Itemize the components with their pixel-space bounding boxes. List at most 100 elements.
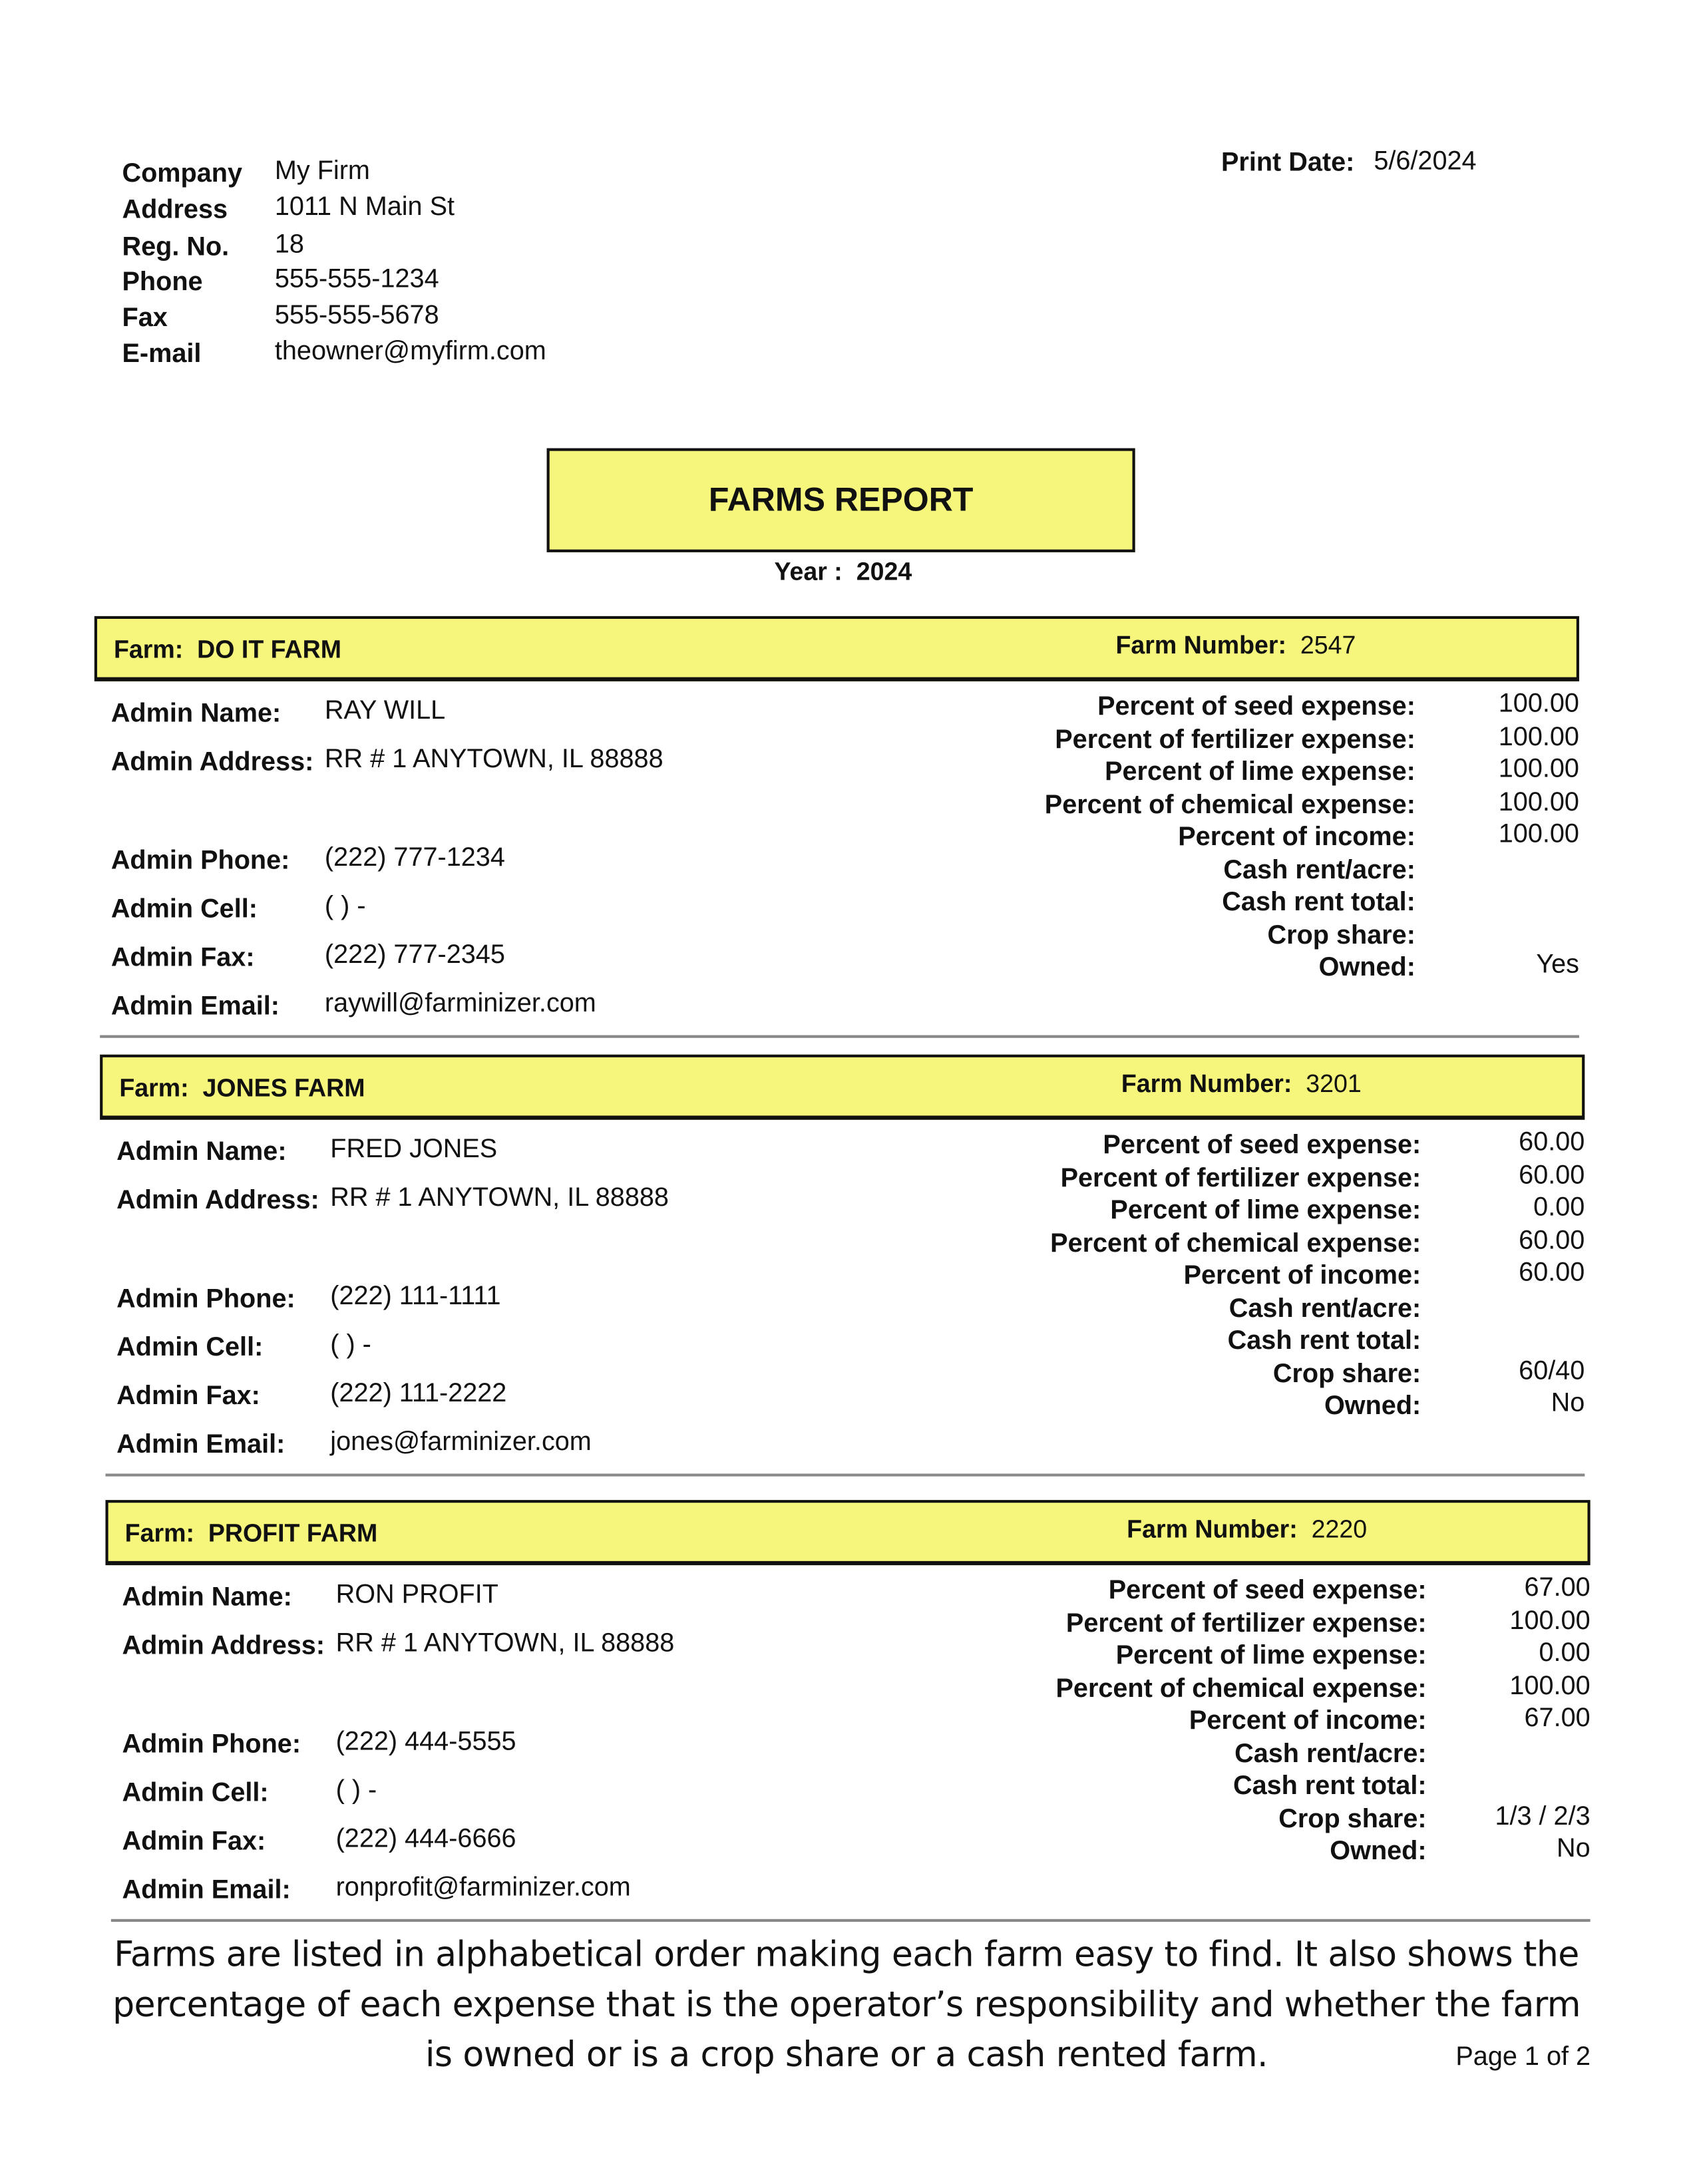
admin-field-value: RR # 1 ANYTOWN, IL 88888 — [330, 1183, 669, 1213]
admin-field-label: Admin Phone: — [122, 1730, 301, 1760]
expense-field-label: Crop share: — [1272, 1359, 1421, 1389]
farm-number: Farm Number: 3201 — [1121, 1070, 1362, 1099]
expense-field-value: 100.00 — [1509, 1606, 1591, 1636]
expense-field-value: Yes — [1536, 950, 1579, 980]
expense-field-label: Cash rent/acre: — [1223, 855, 1415, 885]
admin-field-value: ( ) - — [324, 892, 366, 922]
admin-field-label: Admin Address: — [122, 1632, 325, 1661]
expense-field-value: 67.00 — [1524, 1573, 1591, 1603]
farm-name: Farm: JONES FARM — [119, 1074, 365, 1103]
expense-field-label: Percent of chemical expense: — [1044, 790, 1415, 820]
company-field-label: Reg. No. — [122, 233, 230, 263]
expense-field-label: Percent of fertilizer expense: — [1055, 725, 1415, 755]
admin-field-label: Admin Email: — [116, 1430, 285, 1460]
farm-section: Farm: PROFIT FARM Farm Number: 2220 Admin … — [105, 1500, 1591, 1944]
admin-field-value: (222) 777-1234 — [324, 843, 505, 873]
farm-name: Farm: DO IT FARM — [114, 636, 341, 665]
company-field-value: 1011 N Main St — [274, 192, 455, 222]
footer-line: is owned or is a crop share or a cash re… — [425, 2034, 1268, 2075]
expense-field-value: 67.00 — [1524, 1704, 1591, 1733]
expense-field-label: Percent of chemical expense: — [1050, 1228, 1421, 1258]
farm-name: Farm: PROFIT FARM — [125, 1519, 378, 1548]
expense-field-value: 100.00 — [1498, 820, 1579, 850]
admin-field-label: Admin Cell: — [122, 1779, 269, 1809]
expense-field-label: Percent of fertilizer expense: — [1060, 1163, 1421, 1193]
admin-field-value: FRED JONES — [330, 1135, 498, 1165]
expense-field-label: Percent of income: — [1183, 1261, 1421, 1291]
farm-name-value: JONES FARM — [202, 1073, 365, 1102]
admin-field-label: Admin Email: — [110, 992, 280, 1021]
admin-field-value: ( ) - — [335, 1776, 377, 1805]
company-field-label: Company — [122, 159, 243, 189]
admin-field-label: Admin Phone: — [110, 846, 290, 876]
admin-field-label: Admin Address: — [110, 747, 314, 777]
expense-field-label: Cash rent/acre: — [1228, 1294, 1421, 1324]
farm-number-value: 2547 — [1300, 631, 1356, 659]
expense-field-value: 100.00 — [1509, 1671, 1591, 1701]
expense-field-label: Percent of chemical expense: — [1055, 1674, 1427, 1704]
farm-name-label: Farm: — [124, 1519, 194, 1547]
admin-field-value: RR # 1 ANYTOWN, IL 88888 — [335, 1629, 675, 1658]
farm-name-label: Farm: — [119, 1073, 189, 1102]
expense-field-value: No — [1556, 1834, 1591, 1864]
farm-number: Farm Number: 2220 — [1127, 1515, 1367, 1545]
company-field-label: Phone — [122, 268, 203, 297]
company-field-label: E-mail — [122, 339, 202, 369]
farm-name-value: DO IT FARM — [197, 636, 342, 663]
report-title: FARMS REPORT — [708, 480, 974, 518]
farm-number-value: 2220 — [1311, 1515, 1368, 1543]
farm-number-label: Farm Number: — [1121, 1069, 1292, 1098]
expense-field-label: Crop share: — [1267, 920, 1415, 950]
expense-field-label: Percent of income: — [1178, 822, 1415, 852]
expense-field-label: Percent of seed expense: — [1108, 1576, 1427, 1606]
expense-field-value: 100.00 — [1498, 689, 1579, 719]
year-label: Year : — [774, 558, 843, 586]
expense-field-label: Cash rent total: — [1232, 1771, 1427, 1801]
expense-field-value: 100.00 — [1498, 722, 1579, 752]
admin-field-label: Admin Name: — [122, 1583, 292, 1613]
expense-field-label: Percent of seed expense: — [1103, 1131, 1421, 1161]
expense-field-value: 0.00 — [1539, 1638, 1591, 1668]
company-field-value: 555-555-1234 — [274, 265, 439, 295]
admin-field-label: Admin Fax: — [110, 943, 255, 973]
page-number: Page 1 of 2 — [1455, 2042, 1591, 2072]
expense-field-value: 0.00 — [1533, 1193, 1585, 1223]
farm-number: Farm Number: 2547 — [1116, 632, 1356, 661]
company-field-label: Address — [122, 196, 228, 225]
footer-line: percentage of each expense that is the o… — [112, 1984, 1581, 2025]
farm-header-bar: Farm: DO IT FARM Farm Number: 2547 — [94, 616, 1579, 681]
expense-field-label: Percent of income: — [1189, 1706, 1427, 1736]
farm-header-bar: Farm: PROFIT FARM Farm Number: 2220 — [105, 1500, 1591, 1566]
company-field-value: 18 — [274, 230, 304, 260]
admin-field-label: Admin Fax: — [122, 1827, 266, 1857]
expense-field-value: No — [1551, 1389, 1585, 1419]
expense-field-value: 60.00 — [1519, 1258, 1585, 1288]
section-divider — [100, 1035, 1579, 1038]
expense-field-label: Cash rent/acre: — [1234, 1739, 1427, 1769]
farm-name-label: Farm: — [113, 636, 184, 663]
company-field-value: theowner@myfirm.com — [274, 337, 546, 367]
expense-field-value: 100.00 — [1498, 755, 1579, 785]
print-date-label: Print Date: — [1221, 148, 1355, 178]
expense-field-label: Percent of fertilizer expense: — [1065, 1608, 1427, 1638]
farm-number-label: Farm Number: — [1115, 631, 1287, 659]
footer-line: Farms are listed in alphabetical order m… — [114, 1934, 1579, 1975]
expense-field-label: Owned: — [1330, 1837, 1427, 1867]
admin-field-label: Admin Address: — [116, 1186, 319, 1216]
admin-field-label: Admin Cell: — [116, 1333, 264, 1363]
admin-field-value: (222) 111-1111 — [330, 1282, 501, 1312]
expense-field-label: Crop share: — [1278, 1804, 1427, 1834]
admin-field-value: jones@farminizer.com — [330, 1427, 592, 1457]
expense-field-label: Cash rent total: — [1222, 888, 1415, 918]
admin-field-label: Admin Email: — [122, 1876, 291, 1905]
admin-field-label: Admin Name: — [116, 1137, 287, 1167]
print-date-value: 5/6/2024 — [1374, 147, 1477, 176]
expense-field-value: 60/40 — [1519, 1356, 1585, 1386]
farm-number-label: Farm Number: — [1127, 1515, 1298, 1543]
admin-field-value: (222) 111-2222 — [330, 1379, 507, 1409]
expense-field-label: Percent of lime expense: — [1105, 757, 1415, 787]
section-divider — [110, 1918, 1591, 1922]
report-title-box: FARMS REPORT — [546, 448, 1135, 552]
admin-field-value: RAY WILL — [324, 696, 446, 726]
expense-field-value: 60.00 — [1519, 1161, 1585, 1190]
